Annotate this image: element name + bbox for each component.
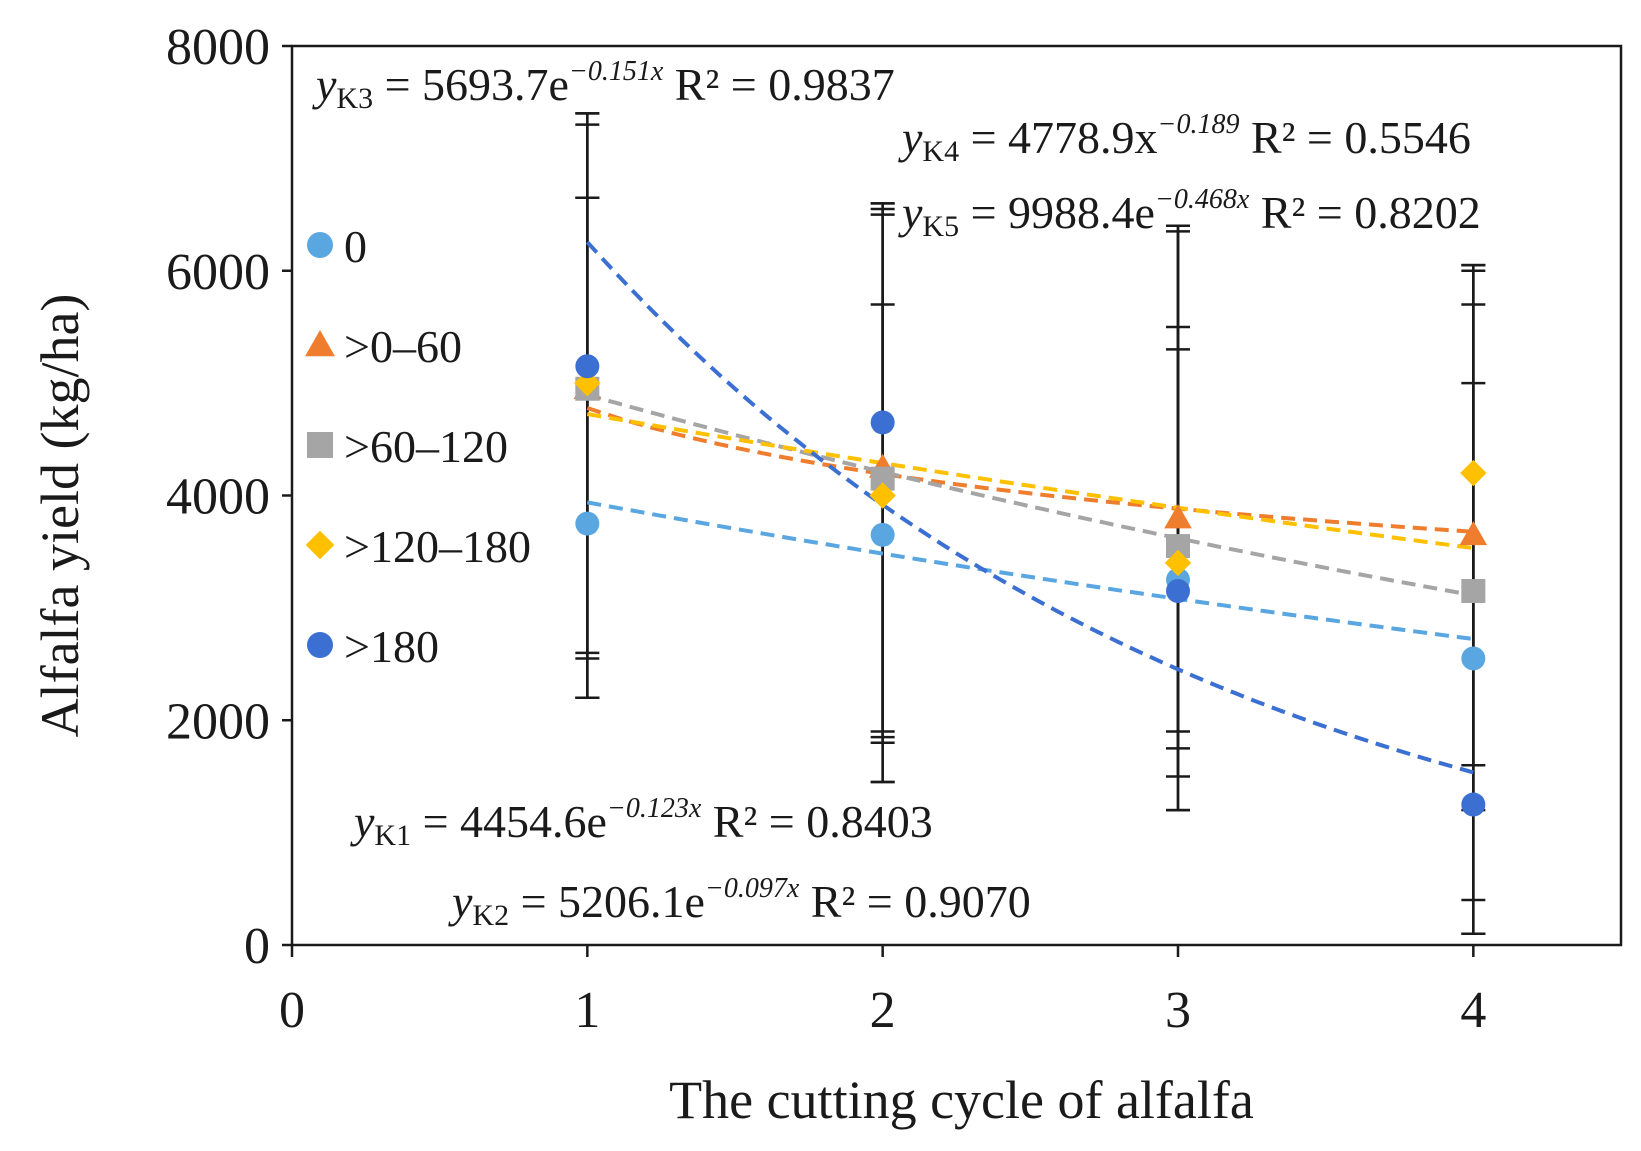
y-axis-title: Alfalfa yield (kg/ha) — [30, 294, 90, 738]
trend-line — [585, 240, 1474, 775]
data-point — [1460, 459, 1487, 487]
legend-label: 0 — [344, 221, 367, 272]
legend: 0 >0–60 >60–120 >120–180 >180 — [305, 221, 531, 672]
y-tick-label: 6000 — [166, 244, 270, 301]
data-point — [575, 511, 600, 536]
data-point — [575, 354, 600, 379]
legend-label: >120–180 — [344, 521, 531, 572]
legend-marker — [307, 432, 333, 458]
axes: 0 2000 4000 6000 8000 0 1 2 3 4 The cutting cycle … — [30, 19, 1486, 1130]
legend-label: >180 — [344, 621, 439, 672]
legend-label: >0–60 — [344, 321, 462, 372]
x-tick-label: 0 — [279, 982, 305, 1039]
data-point — [1164, 504, 1192, 529]
legend-marker — [307, 632, 333, 658]
y-tick-label: 4000 — [166, 469, 270, 526]
data-point — [870, 410, 895, 435]
y-tick-label: 0 — [244, 918, 270, 975]
trend-line — [586, 392, 1474, 598]
legend-label: >60–120 — [344, 421, 508, 472]
data-point — [869, 482, 896, 509]
x-tick-label: 1 — [574, 982, 600, 1039]
legend-marker — [305, 330, 335, 357]
data-point — [1166, 579, 1190, 604]
data-point — [1461, 646, 1486, 671]
x-axis-title: The cutting cycle of alfalfa — [669, 1070, 1254, 1130]
trend-equation: yK5 = 9988.4e−0.468x R² = 0.8202 — [898, 184, 1481, 243]
legend-marker — [305, 530, 335, 560]
legend-marker — [307, 232, 333, 258]
data-point — [870, 522, 895, 547]
trend-equation: yK4 = 4778.9x−0.189 R² = 0.5546 — [898, 109, 1471, 168]
trend-equation: yK1 = 4454.6e−0.123x R² = 0.8403 — [350, 793, 933, 852]
trend-equation: yK2 = 5206.1e−0.097x R² = 0.9070 — [448, 873, 1031, 932]
data-point — [1459, 521, 1488, 546]
trend-line — [586, 412, 1474, 551]
y-tick-label: 8000 — [166, 19, 270, 76]
x-tick-label: 3 — [1165, 982, 1191, 1039]
trend-equation: yK3 = 5693.7e−0.151x R² = 0.9837 — [312, 56, 895, 115]
data-points — [573, 354, 1488, 817]
data-point — [1461, 792, 1486, 817]
trend-lines — [585, 240, 1474, 775]
x-tick-label: 2 — [870, 982, 896, 1039]
data-point — [1164, 549, 1192, 577]
x-tick-label: 4 — [1460, 982, 1486, 1039]
y-tick-label: 2000 — [166, 693, 270, 750]
data-point — [574, 369, 601, 397]
trend-line — [586, 500, 1474, 641]
trend-line — [586, 406, 1474, 534]
data-point — [1461, 579, 1486, 604]
